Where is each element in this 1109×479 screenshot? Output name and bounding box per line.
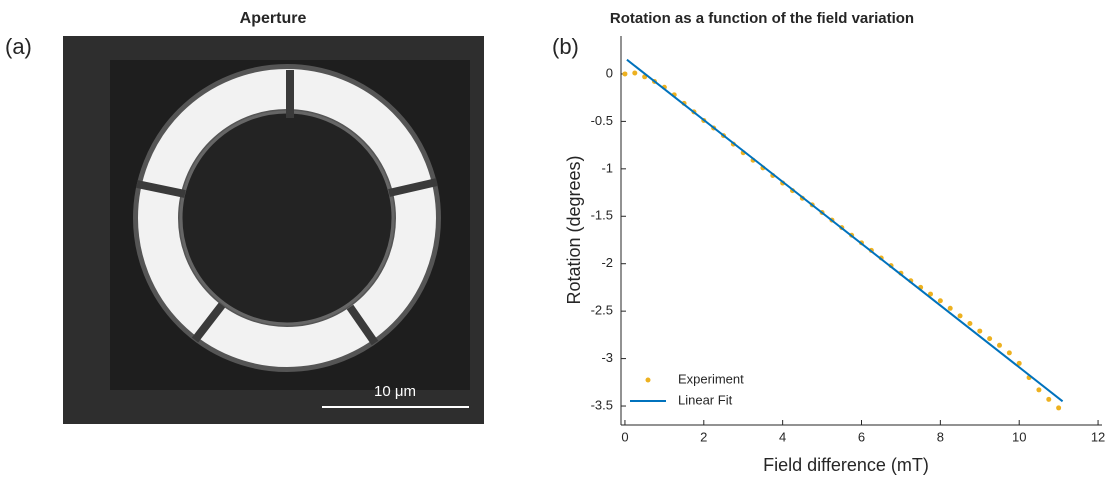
gap (346, 304, 379, 346)
y-tick-label: -2 (601, 255, 613, 270)
y-axis-label: Rotation (degrees) (564, 155, 584, 304)
data-point (1036, 387, 1042, 393)
y-tick-label: 0 (606, 65, 613, 80)
y-tick-label: -1 (601, 160, 613, 175)
y-tick-label: -3 (601, 350, 613, 365)
data-point (947, 305, 953, 311)
data-point (996, 342, 1002, 348)
x-tick-label: 4 (779, 429, 786, 444)
y-tick-label: -0.5 (591, 113, 613, 128)
legend-label: Experiment (678, 371, 744, 386)
data-point (1046, 396, 1052, 402)
legend-label: Linear Fit (678, 392, 733, 407)
ring-inner (179, 110, 395, 326)
y-tick-label: -3.5 (591, 397, 613, 412)
gap (388, 178, 438, 197)
data-point (632, 70, 638, 76)
data-point (1056, 405, 1062, 411)
x-tick-label: 6 (858, 429, 865, 444)
panel-label: (b) (552, 34, 579, 59)
data-point (622, 71, 628, 77)
legend-marker (645, 377, 651, 383)
fit-line (626, 58, 1064, 403)
data-point (1016, 360, 1022, 366)
data-point (937, 298, 943, 304)
x-axis-label: Field difference (mT) (763, 455, 929, 475)
x-tick-label: 0 (621, 429, 628, 444)
data-point (927, 291, 933, 297)
data-point (977, 328, 983, 334)
x-tick-label: 2 (700, 429, 707, 444)
data-point (1006, 350, 1012, 356)
panel-label: (a) (5, 34, 32, 59)
x-tick-label: 10 (1012, 429, 1026, 444)
data-point (987, 336, 993, 342)
data-point (967, 320, 973, 326)
y-tick-label: -1.5 (591, 208, 613, 223)
chart-title: Aperture (240, 10, 307, 27)
chart-title: Rotation as a function of the field vari… (610, 10, 914, 27)
gap (136, 180, 186, 198)
x-tick-label: 12 (1091, 429, 1105, 444)
sem-image (63, 36, 484, 424)
data-point (957, 313, 963, 319)
scale-bar-label: 10 μm (374, 383, 416, 400)
ring-gaps (136, 70, 438, 346)
y-tick-label: -2.5 (591, 303, 613, 318)
x-tick-label: 8 (937, 429, 944, 444)
gap (191, 302, 226, 343)
